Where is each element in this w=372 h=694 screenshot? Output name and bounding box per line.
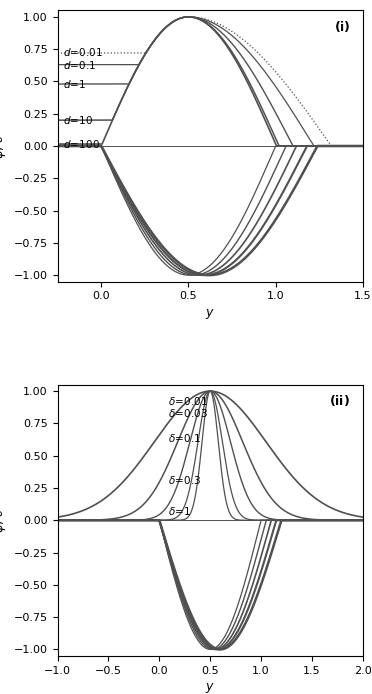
Text: $d\!=\!100$: $d\!=\!100$ <box>63 138 100 150</box>
Text: $d\!=\!0.1$: $d\!=\!0.1$ <box>63 59 96 71</box>
Text: $\delta\!=\!0.3$: $\delta\!=\!0.3$ <box>169 473 202 486</box>
Text: $\mathbf{(ii)}$: $\mathbf{(ii)}$ <box>330 393 350 408</box>
Text: $\delta\!=\!1$: $\delta\!=\!1$ <box>169 505 192 517</box>
Text: $d\!=\!1$: $d\!=\!1$ <box>63 78 87 90</box>
Y-axis label: $\psi,\,\theta$: $\psi,\,\theta$ <box>0 507 8 533</box>
Text: $\delta\!=\!0.1$: $\delta\!=\!0.1$ <box>169 432 202 444</box>
Text: $d\!=\!0.01$: $d\!=\!0.01$ <box>63 46 103 58</box>
Text: $\mathbf{(i)}$: $\mathbf{(i)}$ <box>334 19 350 33</box>
X-axis label: $y$: $y$ <box>205 681 215 694</box>
X-axis label: $y$: $y$ <box>205 307 215 321</box>
Text: $\delta\!=\!0.03$: $\delta\!=\!0.03$ <box>169 407 208 419</box>
Y-axis label: $\psi,\,\theta$: $\psi,\,\theta$ <box>0 133 8 159</box>
Text: $d\!=\!10$: $d\!=\!10$ <box>63 115 93 126</box>
Text: $\delta\!=\!0.01$: $\delta\!=\!0.01$ <box>169 396 208 407</box>
